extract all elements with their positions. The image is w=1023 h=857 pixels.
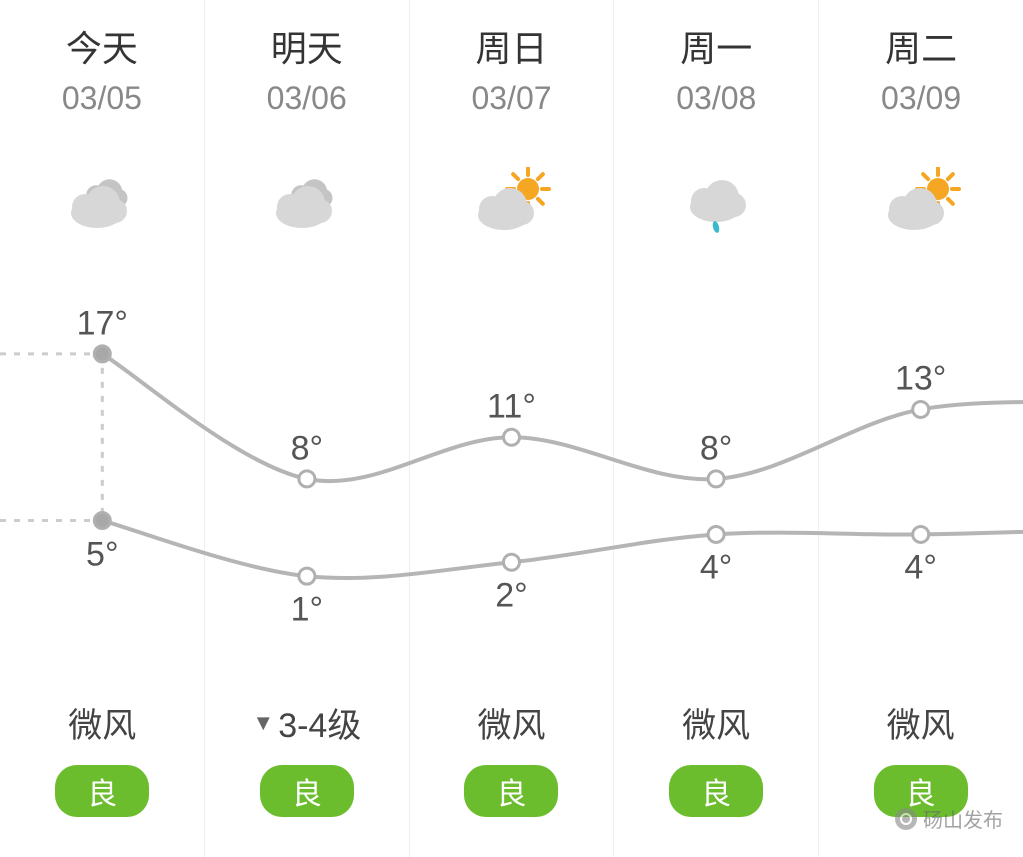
weather-partly-sunny-icon — [466, 157, 556, 247]
bottom-column: 微风 良 — [0, 698, 205, 817]
bottom-column: ▼3-4级 良 — [205, 698, 410, 817]
day-label: 今天 — [66, 20, 138, 72]
bottom-column: 微风 良 — [818, 698, 1023, 817]
day-label: 周日 — [475, 20, 547, 72]
wind-arrow-icon: ▼ — [252, 710, 274, 736]
temperature-chart: 17° 5° 8° 1° 11° 2° 8° 4° 13° 4° — [0, 300, 1023, 630]
day-label: 明天 — [271, 20, 343, 72]
wechat-icon — [895, 808, 917, 830]
bottom-column: 微风 良 — [409, 698, 614, 817]
high-temp-label: 17° — [77, 304, 128, 343]
date-label: 03/06 — [267, 80, 347, 117]
low-temp-label: 2° — [495, 577, 528, 616]
aqi-badge: 良 — [464, 765, 558, 817]
date-label: 03/07 — [471, 80, 551, 117]
high-temp-label: 13° — [895, 360, 946, 399]
low-temp-label: 5° — [86, 535, 119, 574]
wind-label: 微风 — [682, 698, 750, 747]
wind-label: 微风 — [68, 698, 136, 747]
watermark-text: 砀山发布 — [923, 804, 1003, 833]
day-label: 周二 — [885, 20, 957, 72]
weather-light-rain-icon — [671, 157, 761, 247]
bottom-column: 微风 良 — [614, 698, 819, 817]
wind-label: ▼3-4级 — [252, 698, 361, 747]
aqi-badge: 良 — [55, 765, 149, 817]
weather-partly-sunny-icon — [876, 157, 966, 247]
high-temp-label: 8° — [700, 429, 733, 468]
aqi-badge: 良 — [260, 765, 354, 817]
high-temp-label: 11° — [487, 388, 536, 427]
low-temp-label: 4° — [700, 549, 733, 588]
date-label: 03/05 — [62, 80, 142, 117]
date-label: 03/09 — [881, 80, 961, 117]
aqi-badge: 良 — [669, 765, 763, 817]
weather-double-cloud-icon — [57, 157, 147, 247]
date-label: 03/08 — [676, 80, 756, 117]
low-temp-label: 1° — [291, 591, 324, 630]
wind-label: 微风 — [477, 698, 545, 747]
watermark: 砀山发布 — [895, 804, 1003, 833]
high-temp-label: 8° — [291, 429, 324, 468]
day-label: 周一 — [680, 20, 752, 72]
wind-label: 微风 — [887, 698, 955, 747]
weather-double-cloud-icon — [262, 157, 352, 247]
low-temp-label: 4° — [904, 549, 937, 588]
bottom-row: 微风 良 ▼3-4级 良 微风 良 微风 良 微风 良 — [0, 698, 1023, 817]
